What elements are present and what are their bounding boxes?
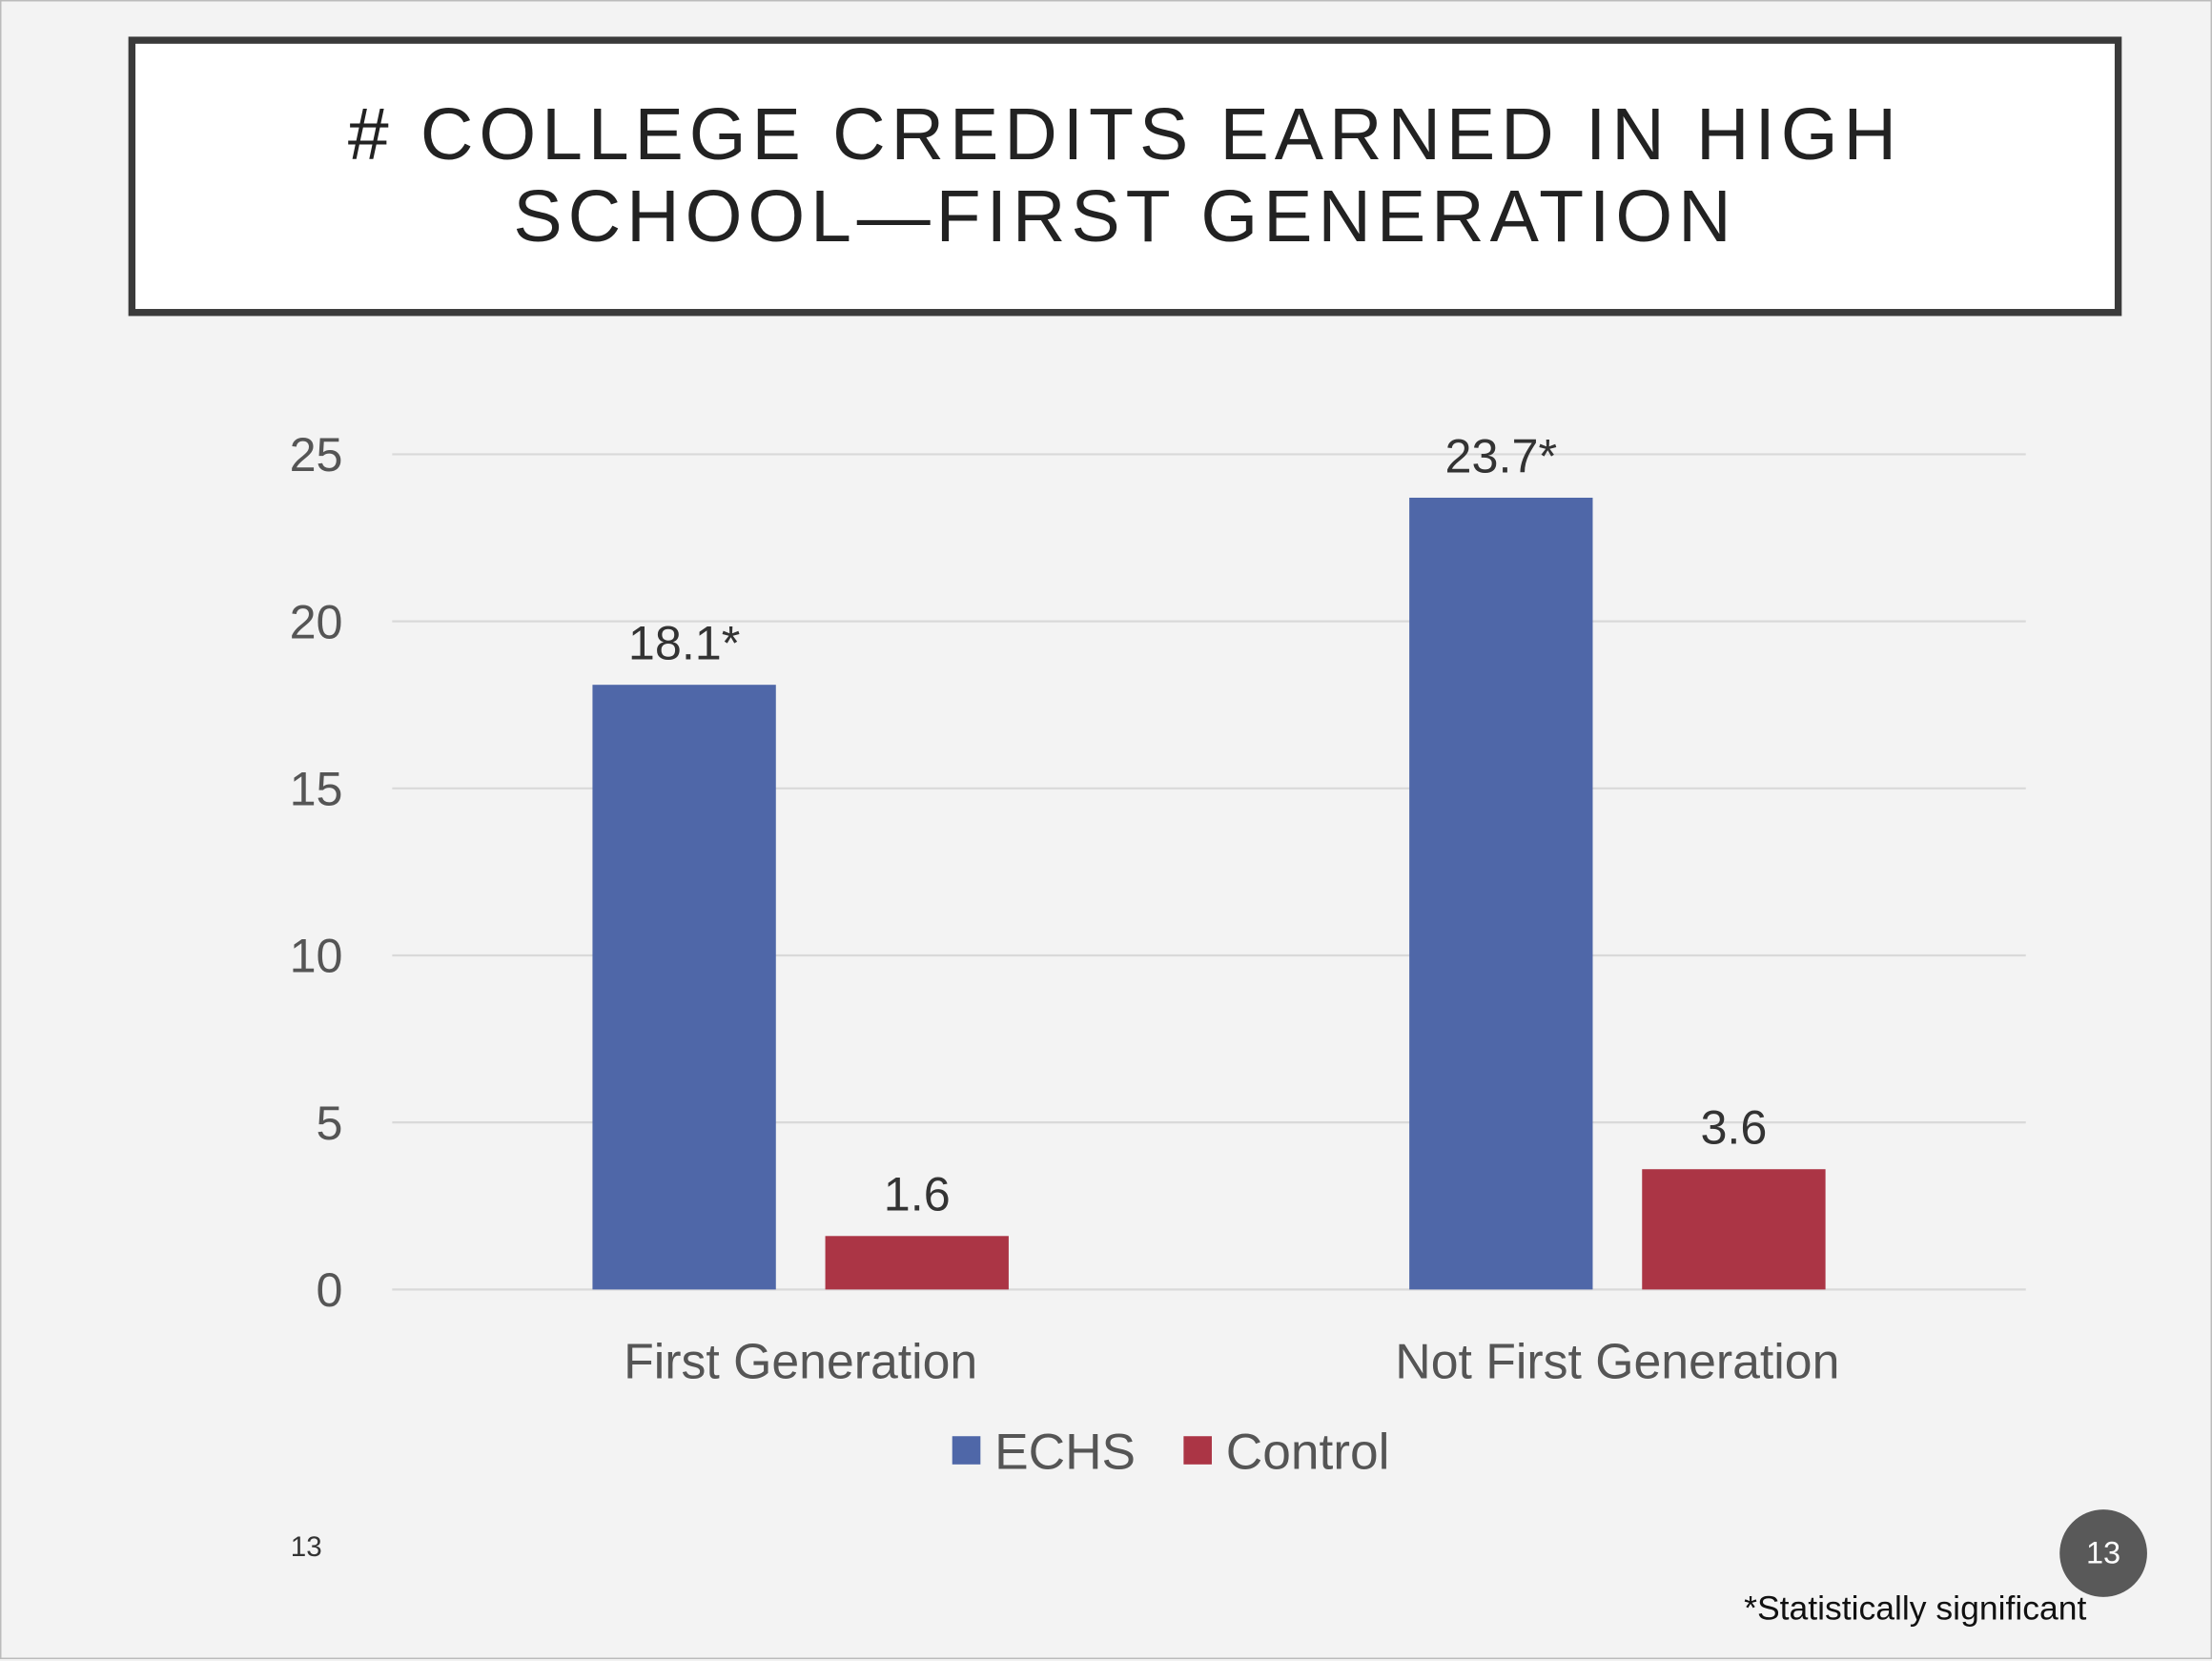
legend-swatch-echs — [952, 1436, 981, 1465]
y-tick-label: 20 — [290, 594, 343, 648]
y-tick-label: 15 — [290, 762, 343, 816]
bar-echs — [592, 685, 776, 1290]
bar-echs — [1409, 497, 1593, 1290]
data-label: 18.1* — [628, 616, 740, 670]
bar-control — [1642, 1169, 1826, 1290]
data-label: 1.6 — [884, 1167, 951, 1221]
category-label: First Generation — [624, 1334, 977, 1389]
y-tick-label: 10 — [290, 929, 343, 983]
legend-swatch-control — [1183, 1436, 1212, 1465]
data-label: 3.6 — [1700, 1100, 1767, 1155]
y-tick-label: 5 — [317, 1096, 343, 1150]
legend-label: ECHS — [994, 1424, 1136, 1480]
data-label: 23.7* — [1445, 428, 1557, 482]
bar-control — [825, 1236, 1009, 1290]
slide-number: 13 — [290, 1531, 322, 1564]
legend-label: Control — [1226, 1424, 1390, 1480]
y-tick-label: 25 — [290, 427, 343, 482]
title-box: # College Credits Earned in High School—… — [128, 36, 2122, 317]
footnote: *Statistically significant — [1744, 1589, 2087, 1629]
y-tick-label: 0 — [317, 1262, 343, 1317]
category-label: Not First Generation — [1395, 1334, 1839, 1389]
slide-number-badge: 13 — [2059, 1509, 2147, 1597]
chart-title: # College Credits Earned in High School—… — [347, 94, 1903, 258]
